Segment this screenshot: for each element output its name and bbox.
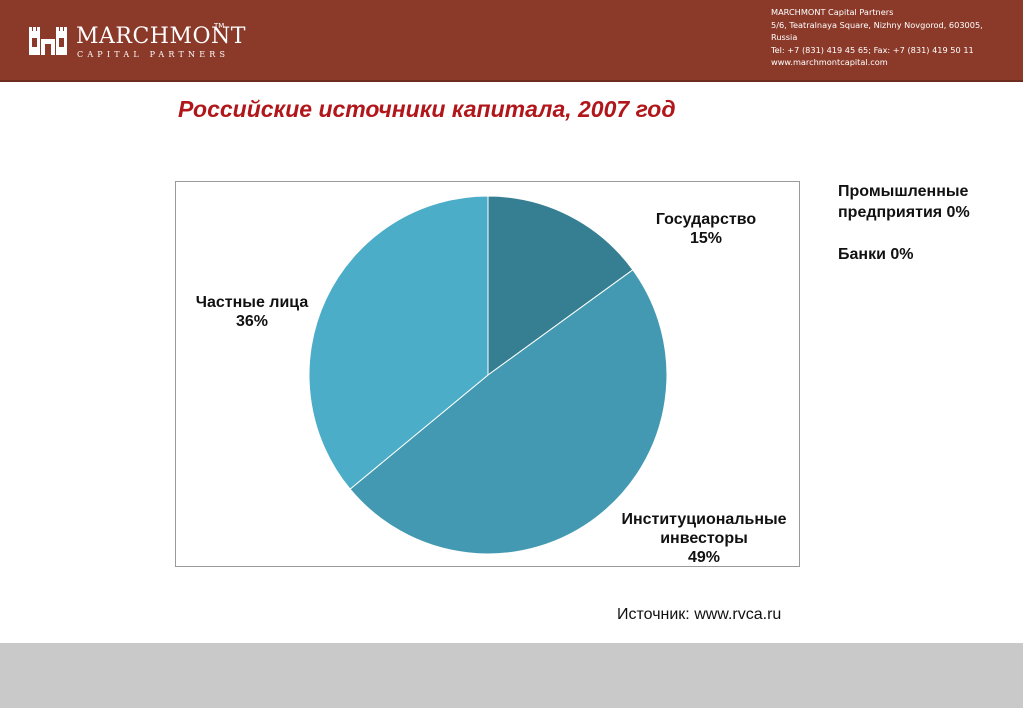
contact-phone-fax: Tel: +7 (831) 419 45 65; Fax: +7 (831) 4… [771,44,974,55]
source-note: Источник: www.rvca.ru [617,606,782,623]
contact-country: Russia [771,32,798,42]
slice-label-private: Частные лица 36% [182,293,322,331]
header-bar: MARCHMONT TM CAPITAL PARTNERS MARCHMONT … [0,0,1023,82]
pie-slice-private [308,195,489,490]
contact-info: MARCHMONT Capital Partners 5/6, Teatraln… [771,6,1017,69]
pie-chart-frame: Государство 15% Институциональные инвест… [175,181,800,567]
slice-label-text: Государство [655,211,757,228]
note-industrial-line1: Промышленные [838,183,969,200]
note-industrial-line2: предприятия 0% [838,204,970,221]
pie-chart [308,195,668,555]
slice-value-label: 36% [235,313,269,330]
slice-label-text: Частные лица [195,294,309,311]
slice-label-text: инвесторы [660,530,748,547]
slice-value-label: 15% [689,230,723,247]
page-title: Российские источники капитала, 2007 год [178,96,676,122]
logo-name: MARCHMONT [76,24,246,49]
marchmont-logo: MARCHMONT TM CAPITAL PARTNERS [28,22,245,62]
pie-slice-institutional [349,269,668,555]
logo-trademark: TM [214,22,225,30]
contact-website: www.marchmontcapital.com [771,57,888,67]
castle-logo-icon [29,27,67,55]
note-banks: Банки 0% [838,246,914,263]
zero-value-notes: Промышленные предприятия 0% Банки 0% [838,181,970,265]
slice-label-text: Институциональные [621,511,787,528]
contact-address: 5/6, Teatralnaya Square, Nizhny Novgorod… [771,19,983,30]
logo-subtitle: CAPITAL PARTNERS [77,50,230,59]
pie-slice-gosudarstvo [487,195,634,376]
contact-company: MARCHMONT Capital Partners [771,7,894,17]
slice-label-gosudarstvo: Государство 15% [646,210,766,248]
slice-label-institutional: Институциональные инвесторы 49% [609,510,799,567]
slice-value-label: 49% [687,549,721,566]
footer-bar [0,643,1023,708]
